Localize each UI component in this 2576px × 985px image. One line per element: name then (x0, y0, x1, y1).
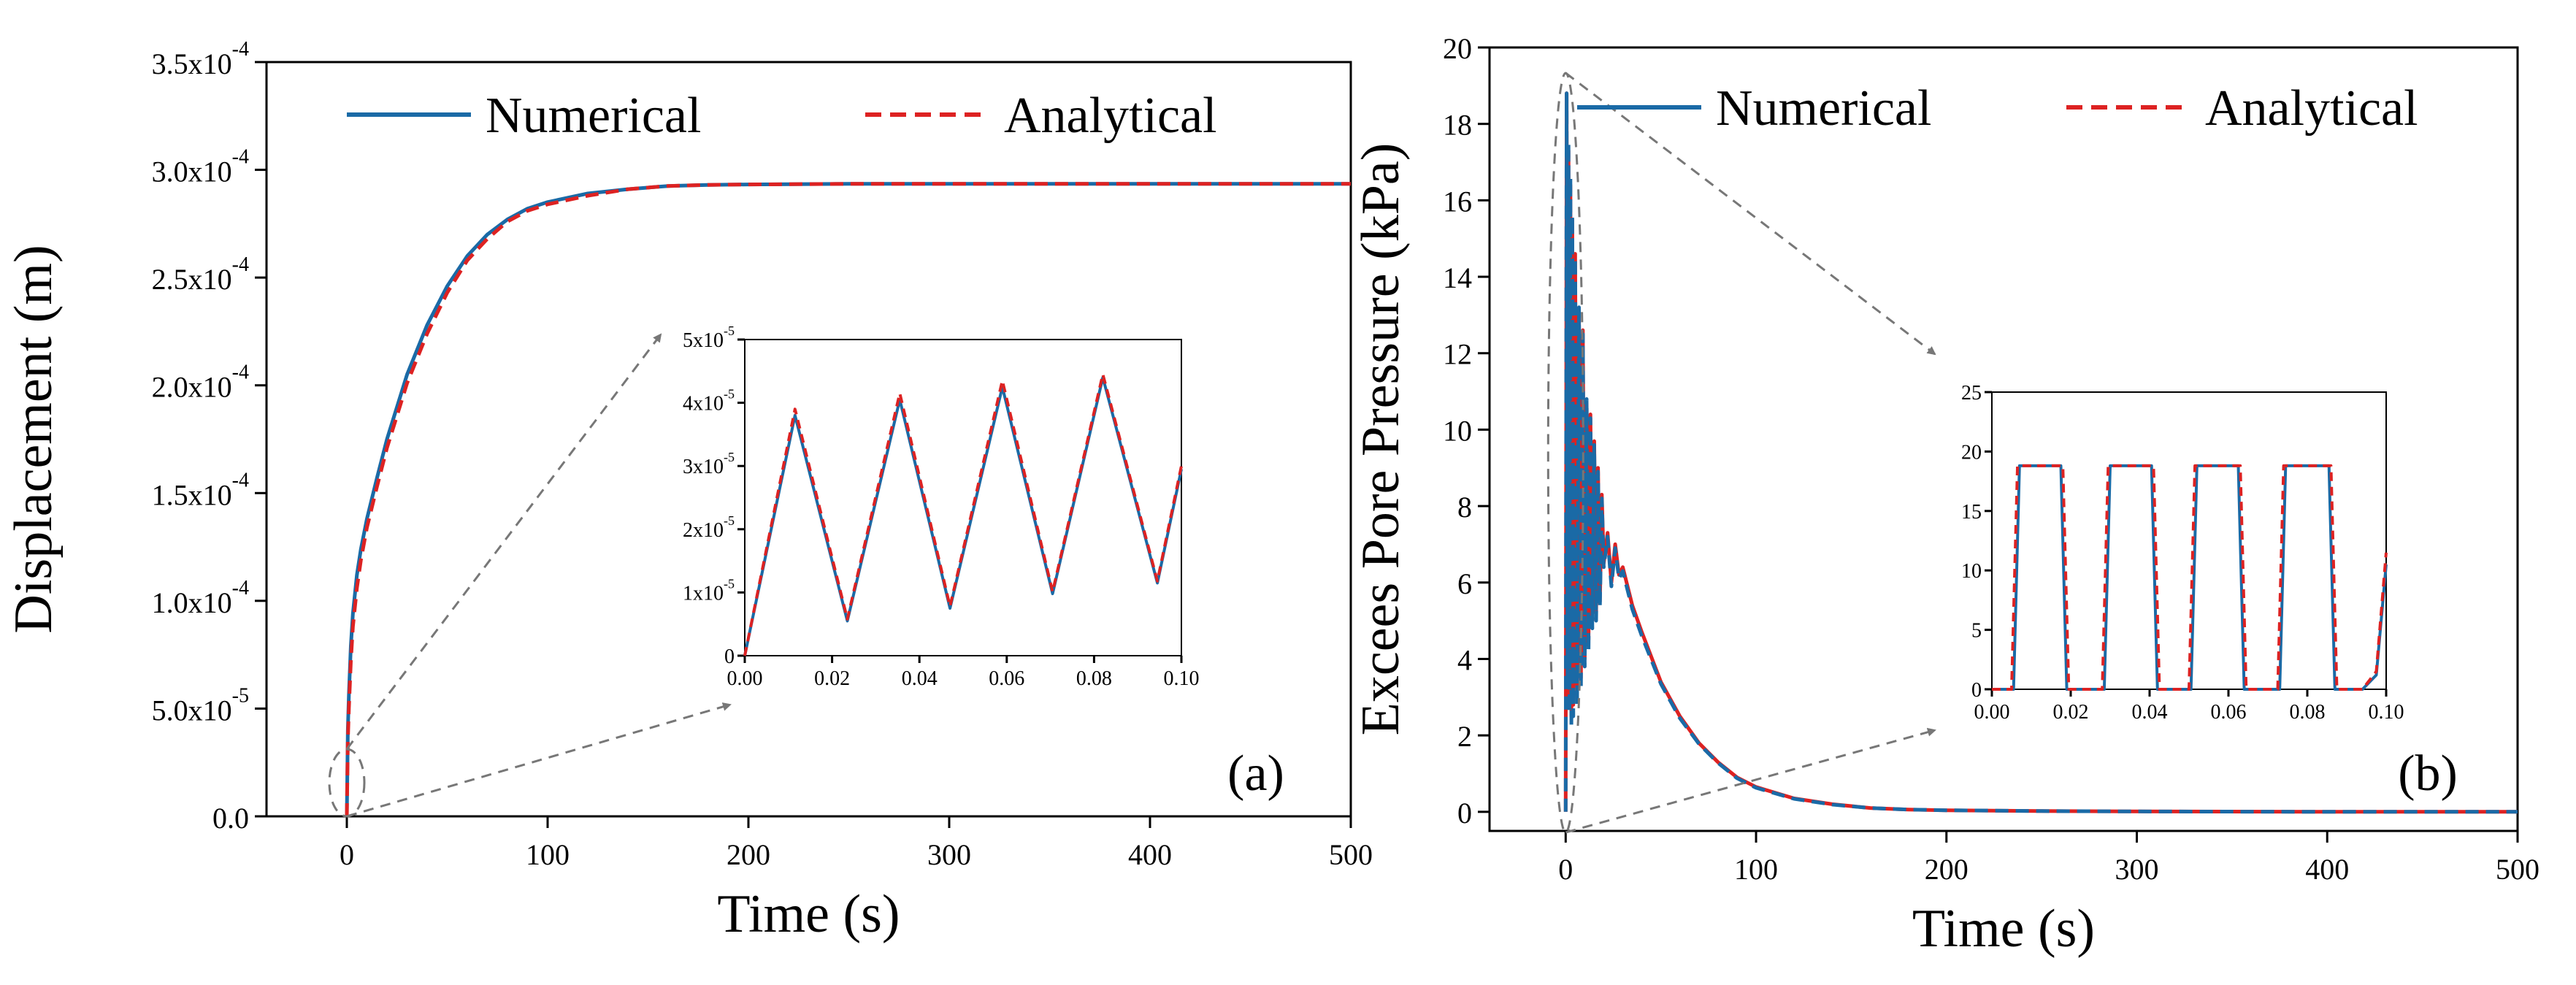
inset-x-tick-label: 0.10 (2369, 701, 2404, 724)
panel-label: (a) (1227, 746, 1284, 802)
x-tick-label: 0 (340, 838, 354, 871)
y-tick-label: 2 (1457, 720, 1472, 753)
legend-analytical-label: Analytical (1004, 88, 1217, 144)
plot-frame (265, 61, 1352, 818)
inset-x-tick-label: 0.08 (1076, 667, 1112, 690)
plot-frame (1488, 46, 2519, 832)
y-tick-label: 0.0 (212, 802, 249, 835)
inset-y-tick-label: 15 (1961, 501, 1982, 524)
y-tick-label: 18 (1443, 109, 1472, 142)
inset-x-tick-label: 0.04 (2132, 701, 2168, 724)
x-tick-label: 500 (2496, 853, 2539, 886)
y-tick-label: 1.0x10-4 (152, 577, 249, 619)
y-tick-label: 14 (1443, 261, 1472, 294)
inset-y-tick-label: 5 (1971, 620, 1982, 643)
x-tick-label: 400 (1128, 838, 1172, 871)
x-tick-label: 0 (1558, 853, 1573, 886)
inset-x-tick-label: 0.10 (1164, 667, 1200, 690)
inset-x-tick-label: 0.00 (1974, 701, 2010, 724)
analytical-series-line (345, 182, 1351, 817)
y-axis-label: Excees Pore Pressure (kPa) (1351, 143, 1411, 736)
y-tick-label: 6 (1457, 567, 1472, 600)
x-tick-label: 300 (927, 838, 971, 871)
inset-y-tick-label: 10 (1961, 560, 1982, 583)
inset-y-tick-label: 2x10-5 (683, 513, 735, 542)
inset-y-tick-label: 4x10-5 (683, 387, 735, 415)
y-tick-label: 2.5x10-4 (152, 253, 249, 296)
panel-label: (b) (2398, 746, 2458, 802)
x-tick-label: 300 (2115, 853, 2159, 886)
y-tick-label: 0 (1457, 797, 1472, 829)
inset-y-tick-label: 1x10-5 (683, 576, 735, 605)
inset-x-tick-label: 0.08 (2290, 701, 2326, 724)
inset-x-tick-label: 0.06 (2211, 701, 2247, 724)
x-tick-label: 200 (727, 838, 770, 871)
y-tick-label: 5.0x10-5 (152, 684, 249, 727)
x-axis-label: Time (s) (1912, 899, 2095, 959)
inset-x-tick-label: 0.02 (814, 667, 850, 690)
y-tick-label: 3.0x10-4 (152, 146, 249, 188)
y-tick-label: 12 (1443, 338, 1472, 371)
y-axis-label: Displacement (m) (4, 245, 64, 633)
inset-x-tick-label: 0.04 (902, 667, 938, 690)
zoom-guide-arrow (346, 702, 732, 818)
inset-numerical-line (1992, 464, 2388, 691)
legend-analytical-label: Analytical (2205, 80, 2418, 137)
y-tick-label: 16 (1443, 185, 1472, 218)
inset-y-tick-label: 0 (724, 645, 735, 668)
x-axis-label: Time (s) (717, 884, 900, 944)
legend-numerical-label: Numerical (486, 88, 701, 144)
inset-frame (744, 339, 1182, 656)
x-tick-label: 200 (1925, 853, 1969, 886)
y-tick-label: 8 (1457, 491, 1472, 524)
inset-y-tick-label: 25 (1961, 382, 1982, 405)
inset-y-tick-label: 20 (1961, 441, 1982, 464)
y-tick-label: 1.5x10-4 (152, 469, 249, 511)
y-tick-label: 10 (1443, 414, 1472, 447)
inset-x-tick-label: 0.02 (2053, 701, 2089, 724)
legend-numerical-label: Numerical (1716, 80, 1931, 137)
y-tick-label: 3.5x10-4 (152, 38, 249, 80)
zoom-guide-arrow (1565, 727, 1936, 834)
analytical-series-line (1563, 91, 2518, 814)
panel-a-displacement-chart: 0 100 200 300 400 500 0.0 5.0x10-5 1.0x10-4 1.5x1… (4, 38, 1373, 944)
inset-y-tick-label: 3x10-5 (683, 450, 735, 478)
x-tick-label: 100 (526, 838, 570, 871)
numerical-series-line (1563, 91, 2518, 814)
x-tick-label: 100 (1734, 853, 1778, 886)
inset-analytical-line (1992, 464, 2388, 691)
zoom-guide-arrow (345, 333, 662, 750)
inset-x-tick-label: 0.00 (727, 667, 763, 690)
y-tick-label: 20 (1443, 32, 1472, 65)
inset-analytical-line (743, 372, 1183, 656)
inset-y-tick-label: 0 (1971, 679, 1982, 702)
zoom-guide-arrow (1565, 72, 1936, 356)
y-tick-label: 4 (1457, 643, 1472, 676)
x-tick-label: 500 (1329, 838, 1373, 871)
x-tick-label: 400 (2305, 853, 2349, 886)
y-tick-label: 2.0x10-4 (152, 361, 249, 404)
inset-x-tick-label: 0.06 (989, 667, 1024, 690)
inset-y-tick-label: 5x10-5 (683, 323, 735, 352)
